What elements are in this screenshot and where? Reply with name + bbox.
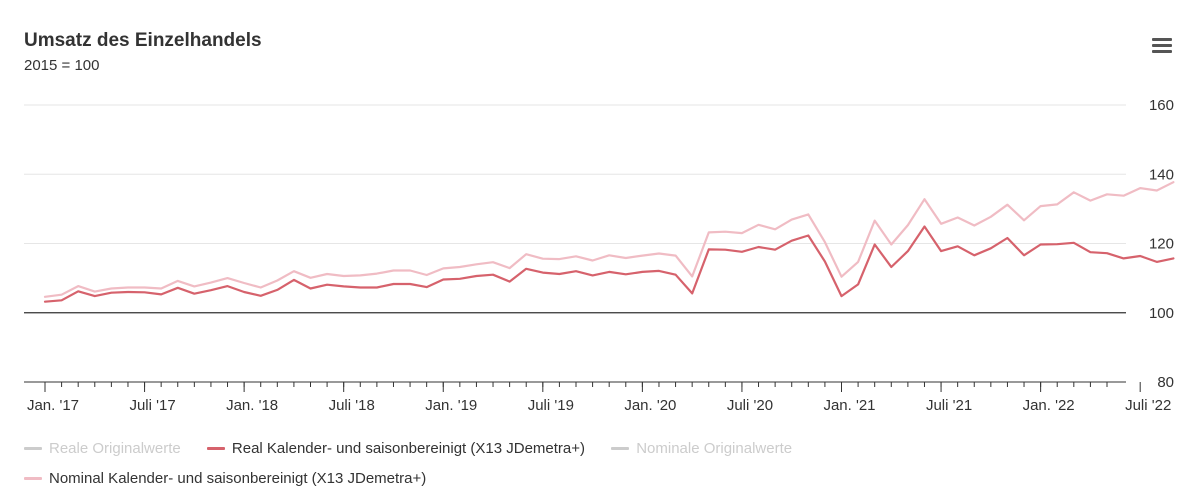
x-tick-label: Jan. '21 [823,397,875,414]
y-tick-label: 140 [1149,166,1174,183]
chart-title: Umsatz des Einzelhandels [24,30,262,51]
legend-item-nominal-bereinigt[interactable]: Nominal Kalender- und saisonbereinigt (X… [24,465,426,492]
x-tick-label: Jan. '22 [1023,397,1075,414]
legend-label: Real Kalender- und saisonbereinigt (X13 … [231,440,586,457]
series-line-nominal-bereinigt [43,181,1175,298]
y-tick-label: 80 [1157,374,1174,391]
y-tick-label: 120 [1149,236,1174,253]
legend-item-reale-originalwerte[interactable]: Reale Originalwerte [24,435,181,462]
x-tick-label: Juli '22 [1125,397,1171,414]
chart-legend: Reale Originalwerte Real Kalender- und s… [24,432,1174,492]
legend-label: Reale Originalwerte [49,440,181,457]
x-tick-label: Jan. '20 [624,397,676,414]
x-tick-label: Juli '18 [329,397,375,414]
legend-swatch [206,447,225,450]
x-tick-label: Juli '20 [727,397,773,414]
chart-subtitle: 2015 = 100 [24,57,100,74]
y-tick-label: 160 [1149,97,1174,114]
x-tick-label: Juli '21 [926,397,972,414]
legend-swatch [24,447,42,450]
series-line-real-bereinigt [43,225,1175,303]
x-tick-label: Jan. '17 [27,397,79,414]
x-tick-label: Juli '19 [528,397,574,414]
hamburger-menu-icon[interactable] [1150,36,1174,56]
legend-item-nominale-originalwerte[interactable]: Nominale Originalwerte [611,435,792,462]
line-chart: 80 100 120 140 160 Jan. '17 Juli '17 Jan. '18 Ju… [24,97,1175,414]
x-tick-label: Jan. '18 [226,397,278,414]
x-tick-label: Jan. '19 [425,397,477,414]
legend-item-real-bereinigt[interactable]: Real Kalender- und saisonbereinigt (X13 … [206,435,586,462]
legend-swatch [611,447,630,450]
legend-label: Nominal Kalender- und saisonbereinigt (X… [49,470,427,487]
legend-swatch [24,477,42,480]
y-tick-label: 100 [1149,305,1174,322]
legend-label: Nominale Originalwerte [636,440,793,457]
x-tick-label: Juli '17 [129,397,175,414]
